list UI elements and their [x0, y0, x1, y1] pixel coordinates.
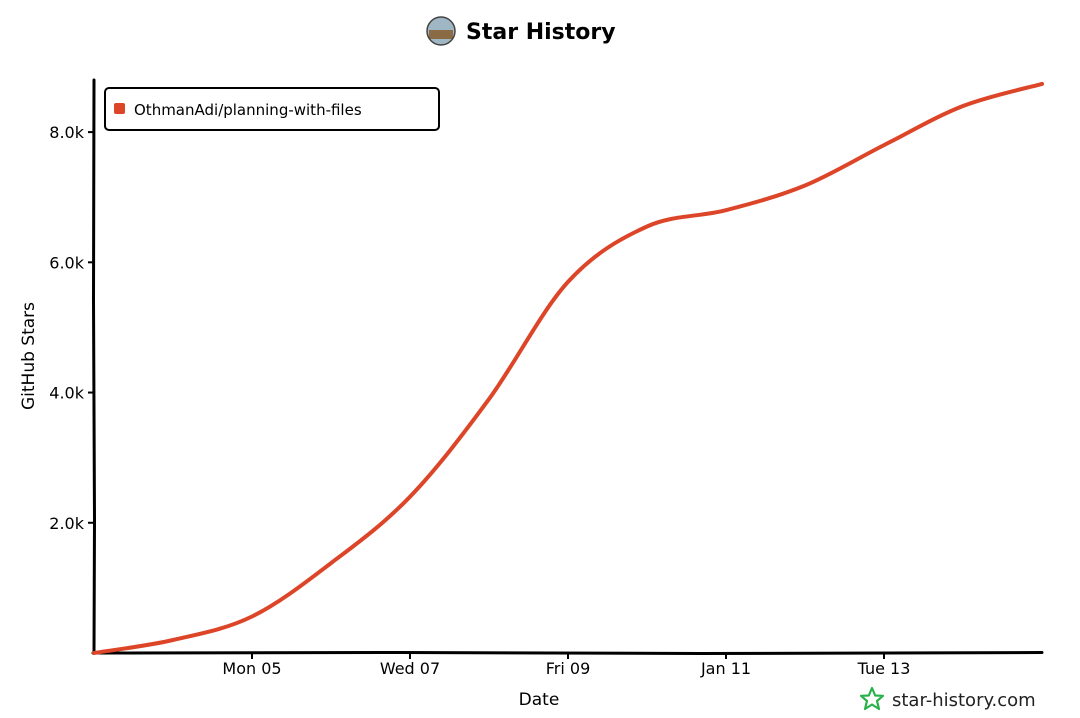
legend: OthmanAdi/planning-with-files [104, 87, 440, 131]
x-axis-line [91, 650, 1044, 656]
legend-swatch [114, 103, 125, 114]
legend-box [104, 87, 440, 131]
axes [91, 78, 1044, 656]
y-tick-label: 8.0k [49, 123, 84, 142]
x-tick-label: Jan 11 [700, 659, 751, 678]
watermark: star-history.com [859, 686, 1036, 711]
legend-label: OthmanAdi/planning-with-files [134, 101, 362, 119]
x-ticks: Mon 05 Wed 07 Fri 09 Jan 11 Tue 13 [222, 653, 910, 678]
star-icon [859, 686, 885, 711]
y-tick-label: 4.0k [49, 384, 84, 403]
x-tick-label: Fri 09 [546, 659, 591, 678]
x-tick-label: Wed 07 [380, 659, 440, 678]
avatar-icon [426, 16, 456, 46]
y-ticks: 2.0k 4.0k 6.0k 8.0k [49, 123, 94, 533]
chart-title: Star History [466, 20, 616, 45]
watermark-text: star-history.com [892, 690, 1036, 711]
y-tick-label: 6.0k [49, 253, 84, 272]
series-line [92, 81, 1044, 655]
series-layer [92, 81, 1044, 655]
x-tick-label: Tue 13 [857, 659, 911, 678]
y-axis-label: GitHub Stars [19, 302, 39, 410]
y-tick-label: 2.0k [49, 514, 84, 533]
y-axis-line [91, 78, 97, 655]
x-axis-label: Date [519, 690, 560, 710]
chart-header: Star History [426, 16, 616, 46]
x-tick-label: Mon 05 [222, 659, 281, 678]
